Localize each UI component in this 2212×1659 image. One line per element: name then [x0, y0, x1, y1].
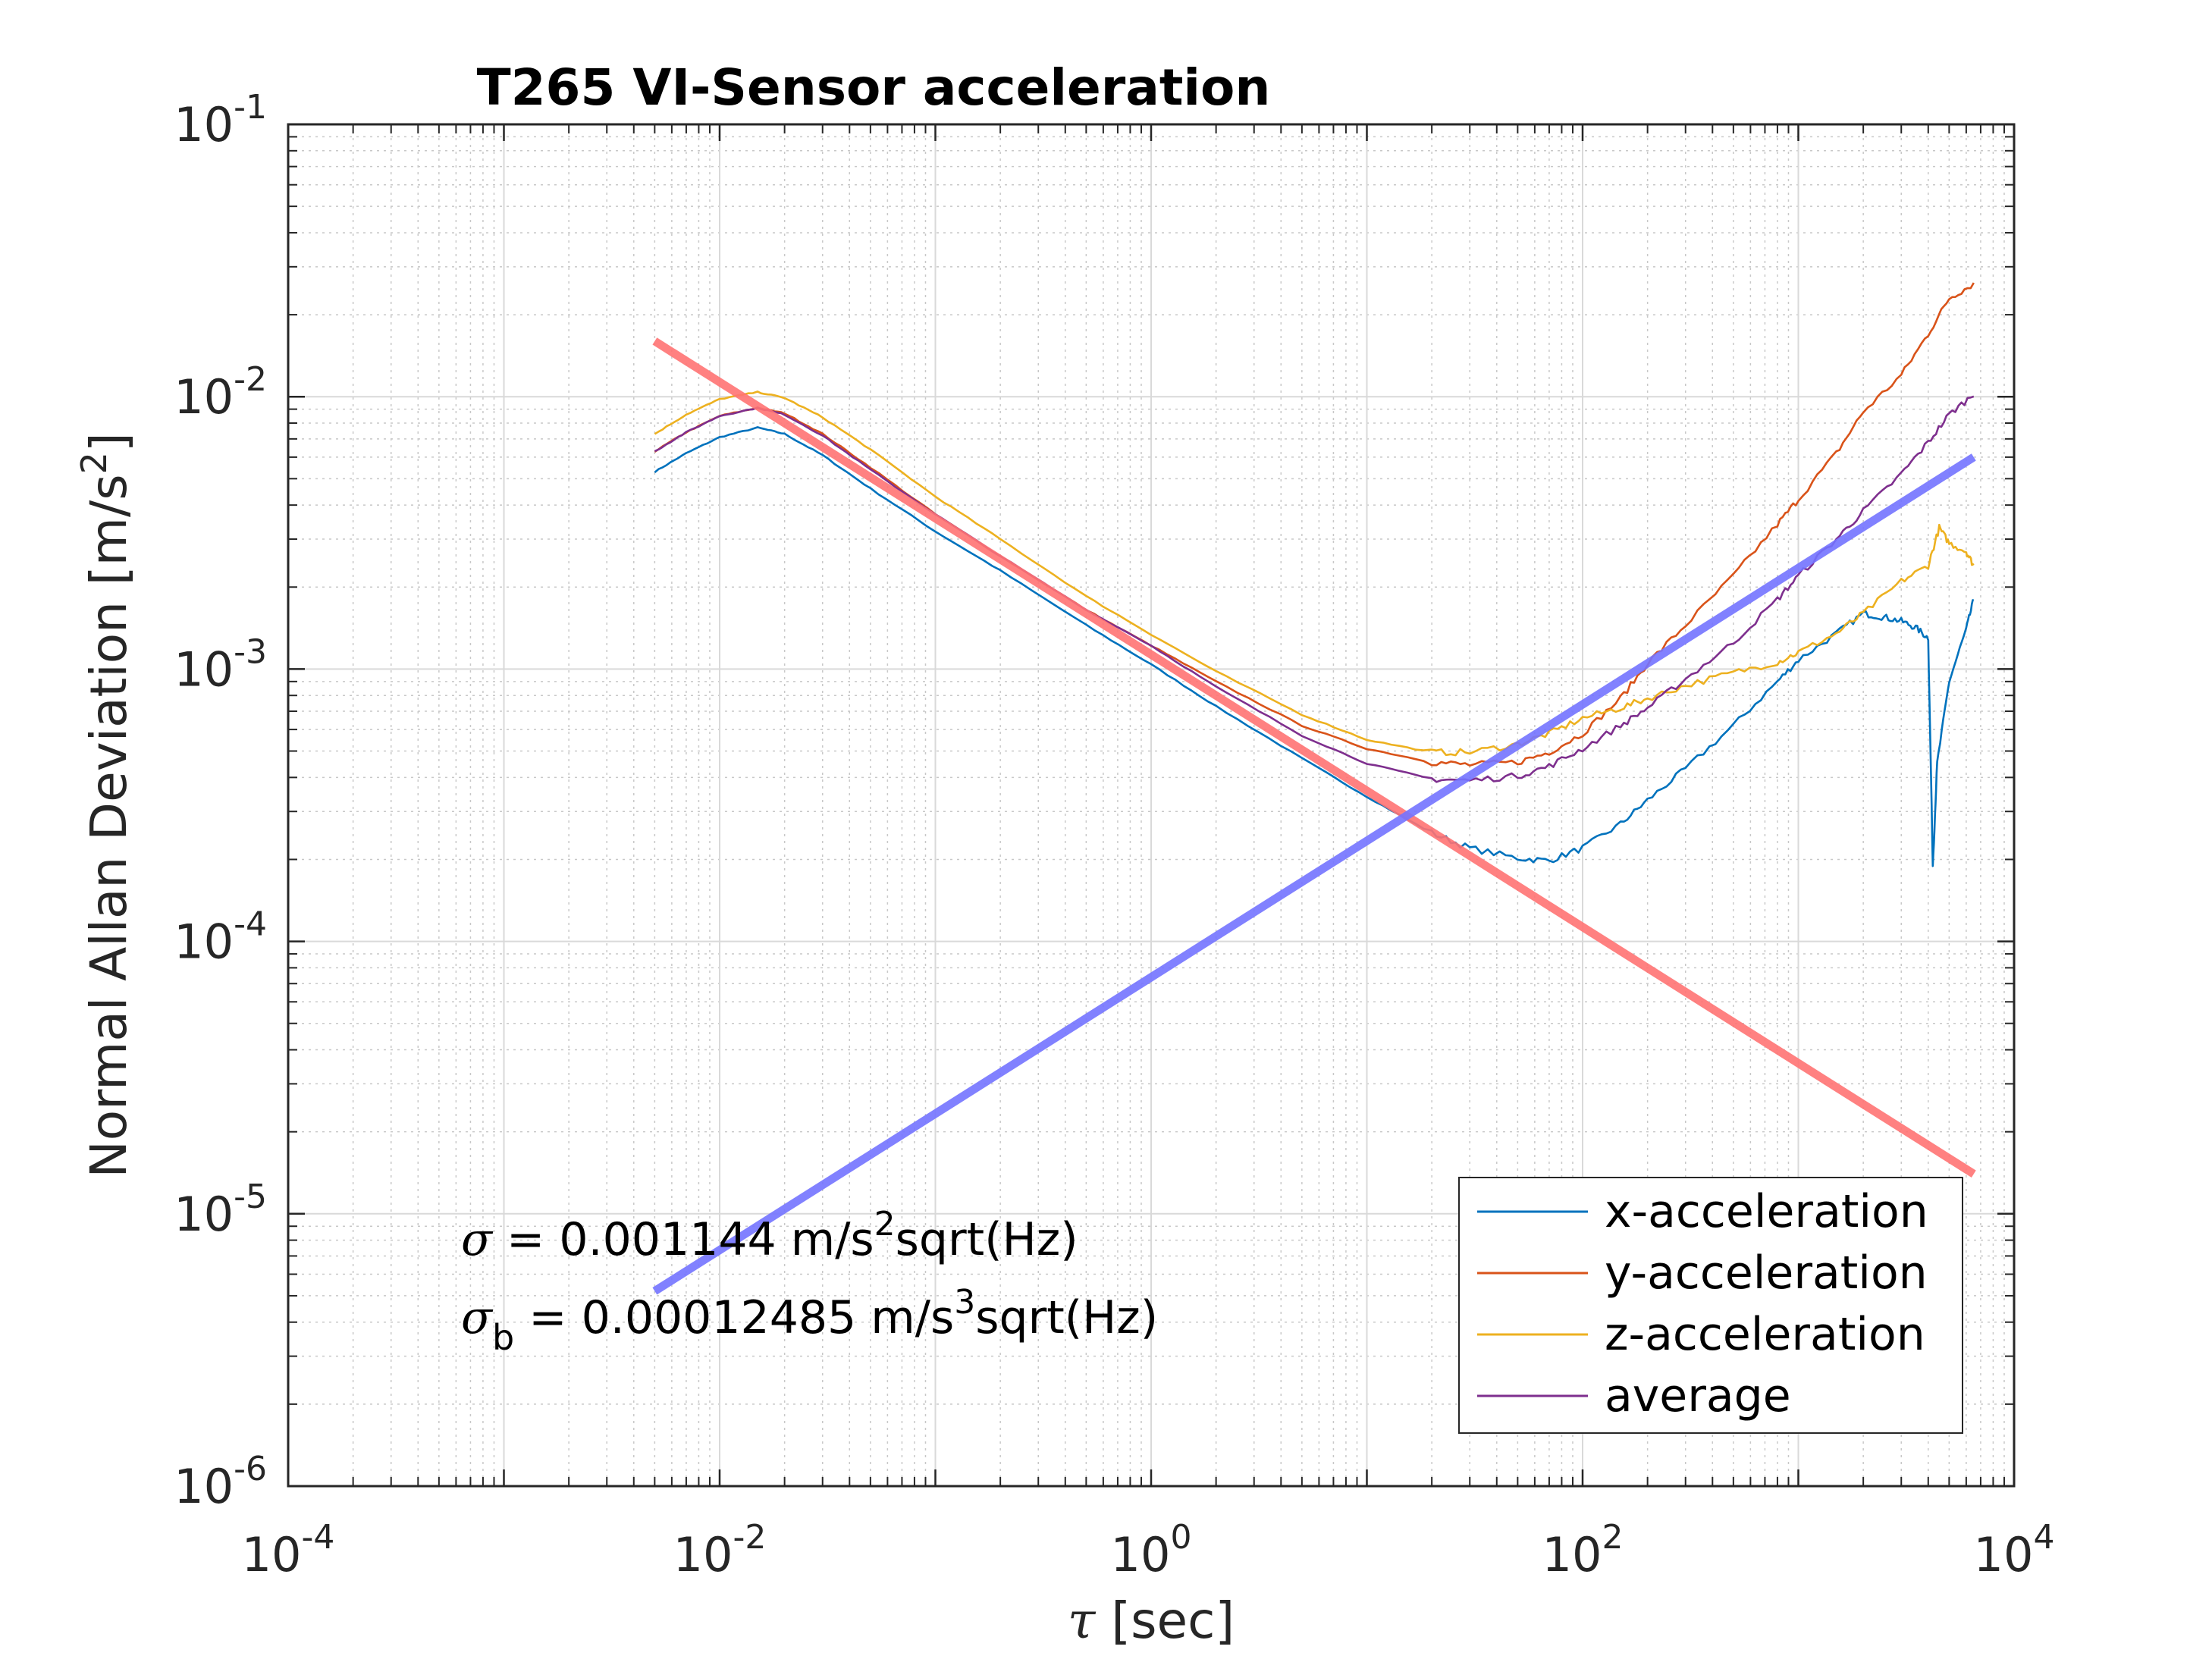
- y-axis-label-text: Normal Allan Deviation [m/s: [80, 474, 138, 1178]
- sigma-b-sup: 3: [954, 1283, 975, 1322]
- x-tick-base: 10: [242, 1527, 302, 1582]
- y-tick-exponent: -6: [234, 1450, 267, 1488]
- legend-box: [1458, 1177, 1963, 1434]
- y-tick-label: 10-3: [174, 632, 267, 697]
- x-tick-exponent: 4: [2033, 1518, 2054, 1557]
- sigma-symbol: σ: [461, 1213, 494, 1266]
- x-tick-label: 10-4: [242, 1518, 335, 1582]
- x-tick-exponent: 2: [1602, 1518, 1623, 1557]
- y-tick-exponent: -4: [234, 905, 267, 944]
- y-axis-label: Normal Allan Deviation [m/s2]: [74, 432, 138, 1178]
- x-tick-base: 10: [673, 1527, 733, 1582]
- y-tick-base: 10: [174, 914, 234, 970]
- legend-label-x: x-acceleration: [1605, 1185, 1928, 1238]
- chart-title: T265 VI-Sensor acceleration: [477, 58, 1271, 117]
- sigma-b-value: = 0.00012485 m/s: [514, 1291, 954, 1344]
- y-tick-base: 10: [174, 97, 234, 152]
- y-tick-exponent: -1: [234, 88, 267, 127]
- y-tick-label: 10-5: [174, 1178, 267, 1242]
- y-tick-label: 10-6: [174, 1450, 267, 1514]
- legend-label-y: y-acceleration: [1605, 1247, 1928, 1300]
- y-tick-exponent: -3: [234, 632, 267, 671]
- sigma-annotation: σ = 0.001144 m/s2sqrt(Hz): [461, 1205, 1078, 1266]
- sigma-b-annotation: σb = 0.00012485 m/s3sqrt(Hz): [461, 1283, 1158, 1358]
- legend-label-z: z-acceleration: [1605, 1308, 1925, 1361]
- x-tick-label: 100: [1111, 1518, 1192, 1582]
- y-tick-base: 10: [174, 641, 234, 697]
- y-tick-label: 10-4: [174, 905, 267, 970]
- y-tick-exponent: -2: [234, 360, 267, 399]
- x-tick-exponent: 0: [1170, 1518, 1191, 1557]
- legend-label-average: average: [1605, 1369, 1791, 1422]
- x-tick-label: 102: [1542, 1518, 1624, 1582]
- x-tick-base: 10: [1111, 1527, 1171, 1582]
- sigma-sup: 2: [874, 1205, 896, 1243]
- y-tick-base: 10: [174, 369, 234, 425]
- x-tick-label: 104: [1974, 1518, 2055, 1582]
- sigma-b-unit-end: sqrt(Hz): [975, 1291, 1158, 1344]
- series-layer: [652, 282, 1976, 1295]
- sigma-b-symbol: σ: [461, 1291, 494, 1344]
- x-tick-exponent: -2: [733, 1518, 767, 1557]
- y-tick-label: 10-1: [174, 88, 267, 152]
- tau-symbol: τ: [1068, 1592, 1097, 1650]
- x-tick-exponent: -4: [302, 1518, 335, 1557]
- tick-marks: [287, 123, 2016, 1488]
- random-walk-fit-line: [652, 453, 1976, 1295]
- y-tick-base: 10: [174, 1459, 234, 1514]
- y-axis-label-sup: 2: [74, 452, 115, 474]
- x-tick-base: 10: [1542, 1527, 1602, 1582]
- sigma-unit-end: sqrt(Hz): [896, 1213, 1078, 1266]
- x-axis-unit: [sec]: [1111, 1592, 1235, 1650]
- series-line-x-acceleration: [654, 426, 1975, 867]
- white-noise-fit-line: [652, 337, 1976, 1178]
- x-tick-labels: 10-4 10-2 100 102 104: [242, 1518, 2055, 1582]
- y-tick-labels: 10-110-210-310-410-510-6: [174, 88, 267, 1514]
- y-tick-base: 10: [174, 1187, 234, 1242]
- y-tick-label: 10-2: [174, 360, 267, 425]
- series-line-y-acceleration: [654, 282, 1975, 767]
- x-tick-base: 10: [1974, 1527, 2034, 1582]
- x-tick-label: 10-2: [673, 1518, 767, 1582]
- sigma-value: = 0.001144 m/s: [492, 1213, 874, 1266]
- y-axis-label-end: ]: [80, 432, 138, 452]
- y-tick-exponent: -5: [234, 1178, 267, 1216]
- x-axis-label: τ [sec]: [1068, 1592, 1235, 1650]
- sigma-b-sub: b: [492, 1317, 514, 1358]
- legend: x-acceleration y-acceleration z-accelera…: [1458, 1177, 1963, 1434]
